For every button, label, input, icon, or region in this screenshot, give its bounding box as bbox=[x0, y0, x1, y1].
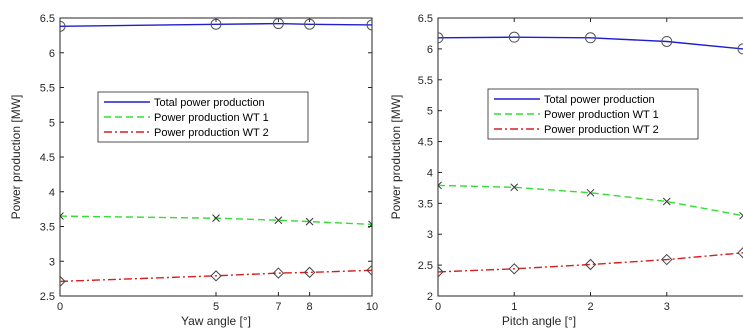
series-line-3 bbox=[438, 252, 743, 273]
data-point-diamond bbox=[661, 253, 673, 266]
y-tick-label: 4.5 bbox=[40, 152, 55, 164]
data-point-x bbox=[274, 216, 283, 225]
data-point-diamond bbox=[366, 264, 372, 276]
data-point-circle bbox=[366, 19, 372, 31]
y-tick-label: 2 bbox=[427, 291, 433, 303]
y-tick-label: 6.5 bbox=[418, 13, 433, 25]
series-group bbox=[60, 18, 372, 288]
y-axis-label: Power production [MW] bbox=[9, 95, 23, 220]
data-point-x bbox=[438, 181, 442, 190]
y-axis-label: Power production [MW] bbox=[389, 95, 403, 220]
y-tick-label: 4 bbox=[427, 167, 433, 179]
series-line-2 bbox=[60, 215, 372, 226]
data-point-x-stroke bbox=[305, 217, 314, 226]
data-point-x-stroke bbox=[274, 216, 283, 225]
data-point-x-stroke bbox=[438, 184, 442, 190]
data-point-circle bbox=[661, 35, 673, 47]
x-tick-label: 1 bbox=[511, 301, 517, 313]
y-tick-label: 5.5 bbox=[418, 75, 433, 87]
y-tick-label: 6 bbox=[49, 48, 55, 60]
y-tick-label: 3 bbox=[427, 229, 433, 241]
legend-entry-1: Total power production bbox=[544, 94, 655, 106]
data-point-x-stroke bbox=[739, 214, 743, 220]
data-point-x-stroke bbox=[510, 183, 519, 192]
data-point-x bbox=[586, 188, 595, 197]
data-point-diamond bbox=[438, 266, 444, 278]
data-point-diamond bbox=[272, 267, 285, 279]
x-tick-label: 2 bbox=[587, 301, 593, 313]
y-tick-label: 3.5 bbox=[40, 222, 55, 234]
x-tick-label: 3 bbox=[664, 301, 670, 313]
y-tick-label: 3 bbox=[49, 256, 55, 268]
legend-entry-3: Power production WT 2 bbox=[544, 124, 659, 136]
data-point-circle bbox=[272, 18, 284, 30]
data-point-x bbox=[368, 220, 372, 229]
x-tick-label: 0 bbox=[435, 301, 441, 313]
legend-entry-3: Power production WT 2 bbox=[154, 127, 269, 139]
data-point-diamond bbox=[584, 258, 597, 271]
data-point-diamond bbox=[210, 270, 222, 282]
y-tick-label: 5.5 bbox=[40, 83, 55, 95]
y-tick-label: 4.5 bbox=[418, 137, 433, 149]
y-tick-label: 5 bbox=[427, 106, 433, 118]
legend-entry-2: Power production WT 1 bbox=[154, 112, 269, 124]
data-point-x-stroke bbox=[662, 197, 671, 206]
data-point-diamond bbox=[508, 263, 520, 275]
data-point-x bbox=[60, 212, 64, 220]
y-tick-label: 3.5 bbox=[418, 198, 433, 210]
x-tick-label: 8 bbox=[307, 301, 313, 313]
x-tick-label: 7 bbox=[275, 301, 281, 313]
plot-area bbox=[60, 18, 372, 296]
data-point-x-stroke bbox=[60, 212, 64, 217]
x-axis-label: Yaw angle [°] bbox=[181, 314, 251, 328]
data-point-x-stroke bbox=[60, 215, 64, 220]
legend: Total power production Power production W… bbox=[487, 88, 699, 140]
data-point-x bbox=[212, 214, 220, 223]
y-tick-label: 5 bbox=[49, 117, 55, 129]
plot-area bbox=[438, 18, 743, 296]
data-point-circle bbox=[737, 43, 743, 55]
y-tick-label: 6.5 bbox=[40, 13, 55, 25]
data-point-x bbox=[510, 183, 519, 192]
series-line-1 bbox=[60, 22, 372, 27]
series-group bbox=[438, 31, 743, 278]
x-tick-label: 0 bbox=[57, 301, 63, 313]
data-point-circle bbox=[508, 31, 520, 43]
data-point-diamond bbox=[60, 275, 66, 288]
x-tick-label: 5 bbox=[213, 301, 219, 313]
data-point-x bbox=[739, 211, 743, 220]
x-axis-label: Pitch angle [°] bbox=[502, 314, 576, 328]
data-point-x-stroke bbox=[212, 214, 220, 223]
legend-entry-1: Total power production bbox=[154, 97, 265, 109]
data-point-x bbox=[662, 197, 671, 206]
legend-entry-2: Power production WT 1 bbox=[544, 109, 659, 121]
data-point-x-stroke bbox=[368, 220, 372, 226]
y-tick-label: 6 bbox=[427, 44, 433, 56]
data-point-circle bbox=[438, 32, 444, 44]
y-tick-label: 2.5 bbox=[40, 291, 55, 303]
series-line-2 bbox=[438, 184, 743, 217]
y-tick-label: 2.5 bbox=[418, 260, 433, 272]
yaw-angle-chart: 2.5 3 3.5 4 4.5 5 5.5 6 6.5 0 5 7 8 10 Yaw angle [°] Po… bbox=[9, 13, 378, 328]
pitch-angle-chart: 2 2.5 3 3.5 4 4.5 5 5.5 6 6.5 0 1 2 3 Pitch angle [°] P… bbox=[389, 13, 743, 328]
x-tick-label: 10 bbox=[366, 301, 378, 313]
y-tick-label: 4 bbox=[49, 187, 55, 199]
legend: Total power production Power production W… bbox=[97, 91, 309, 143]
data-point-x-stroke bbox=[438, 181, 442, 187]
data-point-x bbox=[305, 217, 314, 226]
data-point-diamond bbox=[737, 247, 743, 259]
data-point-diamond bbox=[303, 266, 316, 279]
data-point-x-stroke bbox=[368, 223, 372, 229]
data-point-circle bbox=[304, 18, 316, 30]
data-point-circle bbox=[210, 18, 222, 30]
data-point-x-stroke bbox=[586, 188, 595, 197]
series-line-1 bbox=[438, 36, 743, 50]
data-point-circle bbox=[585, 32, 596, 44]
data-point-x-stroke bbox=[739, 211, 743, 217]
data-point-circle bbox=[60, 20, 66, 32]
